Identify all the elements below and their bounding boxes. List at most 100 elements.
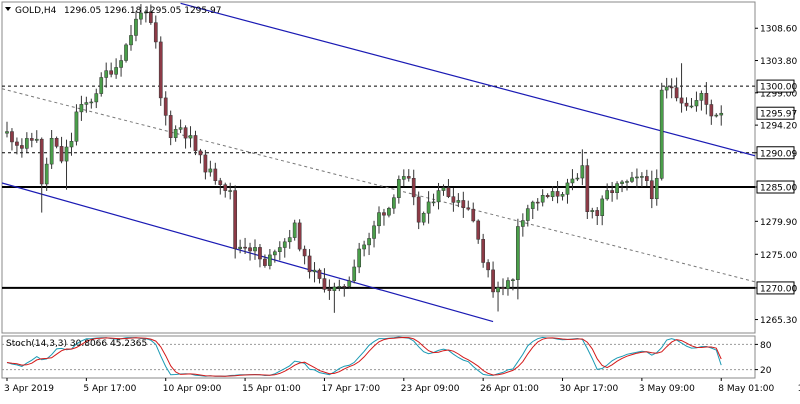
price-tag-label: 1290.09 <box>760 149 797 159</box>
candle <box>148 4 153 25</box>
candle <box>679 63 684 113</box>
candle <box>99 72 104 97</box>
candle <box>496 281 500 312</box>
triangle-down-icon[interactable] <box>5 7 11 11</box>
candle <box>84 96 89 113</box>
candle-body <box>287 237 292 243</box>
candle <box>372 220 376 248</box>
candle-body <box>451 196 456 203</box>
candle <box>654 169 659 206</box>
candle <box>233 185 238 259</box>
candle <box>640 172 644 188</box>
price-tag-label: 1300.00 <box>760 83 797 93</box>
level-price-box <box>756 281 795 295</box>
candle <box>183 125 188 149</box>
candle <box>332 282 337 313</box>
candle-body <box>114 67 118 75</box>
candle-body <box>49 138 54 165</box>
candle <box>540 189 545 207</box>
candle-body <box>144 11 148 14</box>
candle-body <box>272 251 277 256</box>
symbol-label: GOLD,H4 <box>15 6 57 16</box>
candle <box>659 82 664 181</box>
candle-body <box>575 177 580 180</box>
candle <box>709 99 714 125</box>
stoch-d-line <box>6 336 722 377</box>
candle <box>689 98 694 109</box>
candle <box>20 138 24 158</box>
candle-body <box>183 127 188 139</box>
candle <box>243 237 247 255</box>
candle-body <box>218 180 223 185</box>
candle <box>144 9 148 23</box>
candle-body <box>520 220 525 227</box>
stoch-level-label: 80 <box>760 341 772 351</box>
candle-body <box>530 201 535 209</box>
candle-body <box>719 112 724 116</box>
candle <box>29 132 34 148</box>
candle-body <box>129 35 133 46</box>
x-tick-label: 15 Apr 01:00 <box>242 384 301 394</box>
channel-line[interactable] <box>2 182 494 323</box>
level-price-box <box>756 180 795 194</box>
x-tick-label: 23 Apr 09:00 <box>401 384 460 394</box>
symbol-header[interactable]: GOLD,H4 1296.05 1296.18 1295.05 1295.97 <box>5 6 221 16</box>
candle-body <box>253 247 257 252</box>
candle <box>649 170 654 209</box>
candle-body <box>258 247 262 260</box>
y-tick-label: 1299.00 <box>760 89 797 99</box>
candle <box>307 249 312 279</box>
candle <box>173 125 178 142</box>
candle-body <box>615 183 619 193</box>
candle <box>669 78 674 99</box>
candle <box>312 262 317 283</box>
price-tag: 1270.00 <box>756 281 797 295</box>
channel-line[interactable] <box>180 2 800 214</box>
candle-body <box>679 97 684 104</box>
candle-body <box>203 154 208 173</box>
candle <box>94 88 99 109</box>
candle-body <box>357 248 362 268</box>
candle <box>59 136 64 164</box>
candle <box>416 191 421 230</box>
candle-body <box>654 178 659 200</box>
candle <box>277 241 282 261</box>
candle <box>684 97 689 111</box>
candle-body <box>243 246 247 249</box>
candle-body <box>223 184 228 191</box>
candle-body <box>491 269 495 293</box>
candle-body <box>396 179 401 198</box>
candle-body <box>372 225 376 239</box>
channel-line[interactable] <box>2 88 800 320</box>
candle <box>263 254 267 268</box>
candle-body <box>342 286 347 288</box>
candle <box>674 77 679 102</box>
candle-body <box>476 220 481 240</box>
candle <box>600 195 605 226</box>
candle-body <box>516 226 520 280</box>
price-tag-label: 1270.00 <box>760 284 797 294</box>
candle <box>520 213 525 237</box>
candle <box>178 119 183 134</box>
candle-body <box>158 41 163 99</box>
candle-body <box>659 89 664 179</box>
candle <box>610 181 614 202</box>
candle <box>198 148 203 164</box>
price-tag: 1295.97 <box>756 106 797 120</box>
price-plot-frame <box>1 1 756 334</box>
candle <box>535 198 540 211</box>
candle-body <box>134 18 138 36</box>
price-tag: 1290.09 <box>756 146 797 160</box>
price-plot[interactable] <box>2 2 800 323</box>
stochastic-plot[interactable] <box>2 336 755 377</box>
y-tick-label: 1265.30 <box>760 316 797 326</box>
candle <box>446 179 451 199</box>
candle-body <box>456 200 461 203</box>
candle-body <box>640 176 644 178</box>
candle-body <box>312 269 317 273</box>
candle <box>342 284 347 297</box>
candle-body <box>178 127 183 130</box>
candle-body <box>649 180 654 200</box>
ohlc-values: 1296.05 1296.18 1295.05 1295.97 <box>64 6 221 16</box>
